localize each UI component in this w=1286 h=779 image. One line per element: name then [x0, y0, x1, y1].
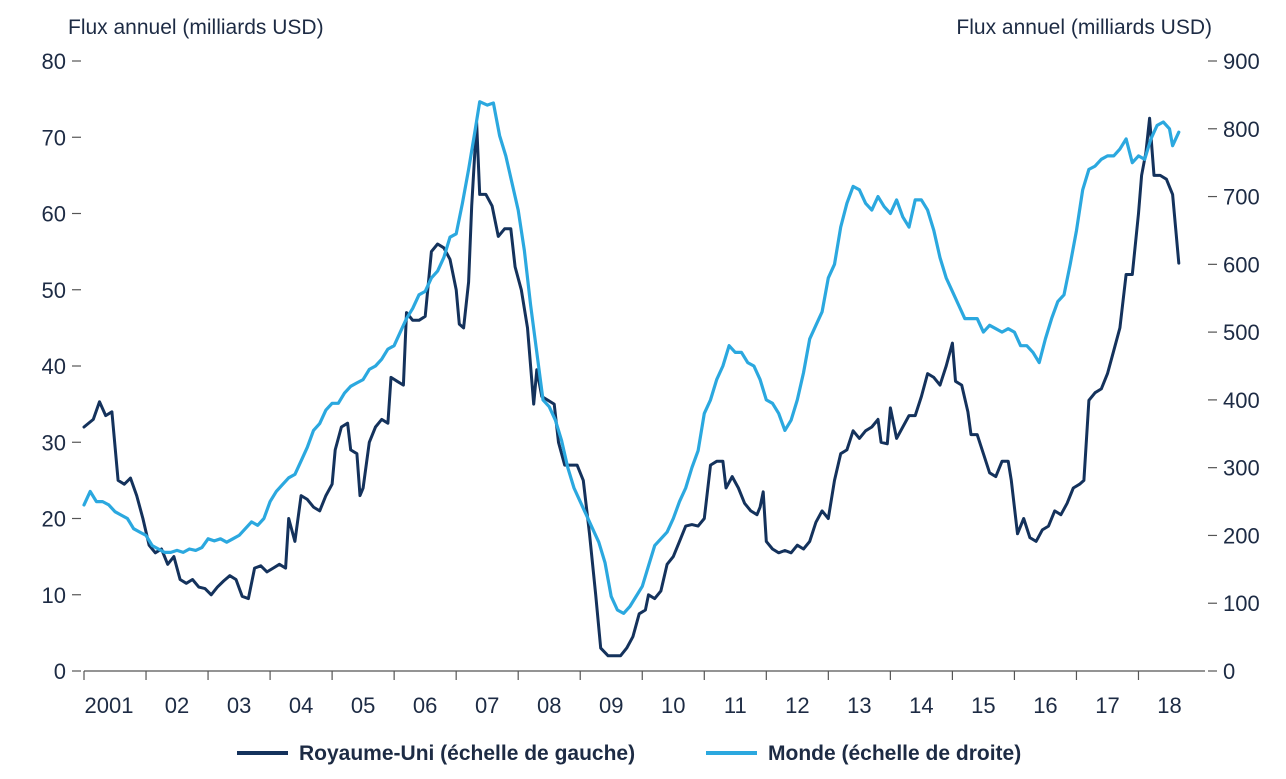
x-tick-label: 15 [971, 693, 995, 718]
x-tick-label: 16 [1033, 693, 1057, 718]
left-tick-label: 60 [42, 202, 66, 227]
x-axis: 2001 02 03 04 05 06 07 08 09 10 11 12 13 14 15 16 17 18 [83, 670, 1205, 718]
x-tick-label: 04 [289, 693, 313, 718]
left-tick-label: 10 [42, 583, 66, 608]
x-tick-label: 18 [1157, 693, 1181, 718]
series-line-monde [82, 100, 1181, 615]
x-tick-label: 11 [724, 693, 747, 718]
series-line-royaume-uni [82, 116, 1181, 658]
x-tick-label: 06 [413, 693, 437, 718]
right-tick-label: 300 [1223, 456, 1260, 481]
left-tick-label: 40 [42, 354, 66, 379]
x-tick-label: 12 [785, 693, 809, 718]
right-tick-label: 200 [1223, 523, 1260, 548]
x-tick-label: 09 [599, 693, 623, 718]
x-tick-label: 02 [165, 693, 189, 718]
x-tick-label: 13 [847, 693, 871, 718]
right-tick-label: 900 [1223, 49, 1260, 74]
right-y-axis: 0 100 200 300 400 500 600 700 800 900 [1208, 49, 1260, 684]
right-tick-label: 100 [1223, 591, 1260, 616]
left-tick-label: 70 [42, 125, 66, 150]
series-lines [82, 100, 1181, 658]
right-tick-label: 700 [1223, 185, 1260, 210]
x-tick-label: 08 [537, 693, 561, 718]
left-tick-label: 80 [42, 49, 66, 74]
left-tick-label: 20 [42, 507, 66, 532]
right-tick-label: 800 [1223, 117, 1260, 142]
legend: Royaume-Uni (échelle de gauche) Monde (é… [237, 742, 1021, 765]
x-tick-label: 17 [1095, 693, 1119, 718]
legend-label-monde: Monde (échelle de droite) [768, 742, 1021, 765]
x-tick-label: 03 [227, 693, 251, 718]
x-tick-label: 10 [661, 693, 685, 718]
right-tick-label: 600 [1223, 252, 1260, 277]
left-tick-label: 0 [54, 659, 66, 684]
x-tick-label: 2001 [85, 693, 134, 718]
left-tick-label: 50 [42, 278, 66, 303]
x-tick-label: 07 [475, 693, 499, 718]
x-tick-label: 05 [351, 693, 375, 718]
left-axis-title: Flux annuel (milliards USD) [68, 16, 324, 39]
right-tick-label: 400 [1223, 388, 1260, 413]
right-axis-title: Flux annuel (milliards USD) [956, 16, 1212, 39]
left-tick-label: 30 [42, 430, 66, 455]
right-tick-label: 0 [1223, 659, 1235, 684]
x-tick-label: 14 [909, 693, 933, 718]
legend-label-royaume-uni: Royaume-Uni (échelle de gauche) [299, 742, 635, 765]
right-tick-label: 500 [1223, 320, 1260, 345]
left-y-axis: 0 10 20 30 40 50 60 70 80 [42, 49, 81, 684]
